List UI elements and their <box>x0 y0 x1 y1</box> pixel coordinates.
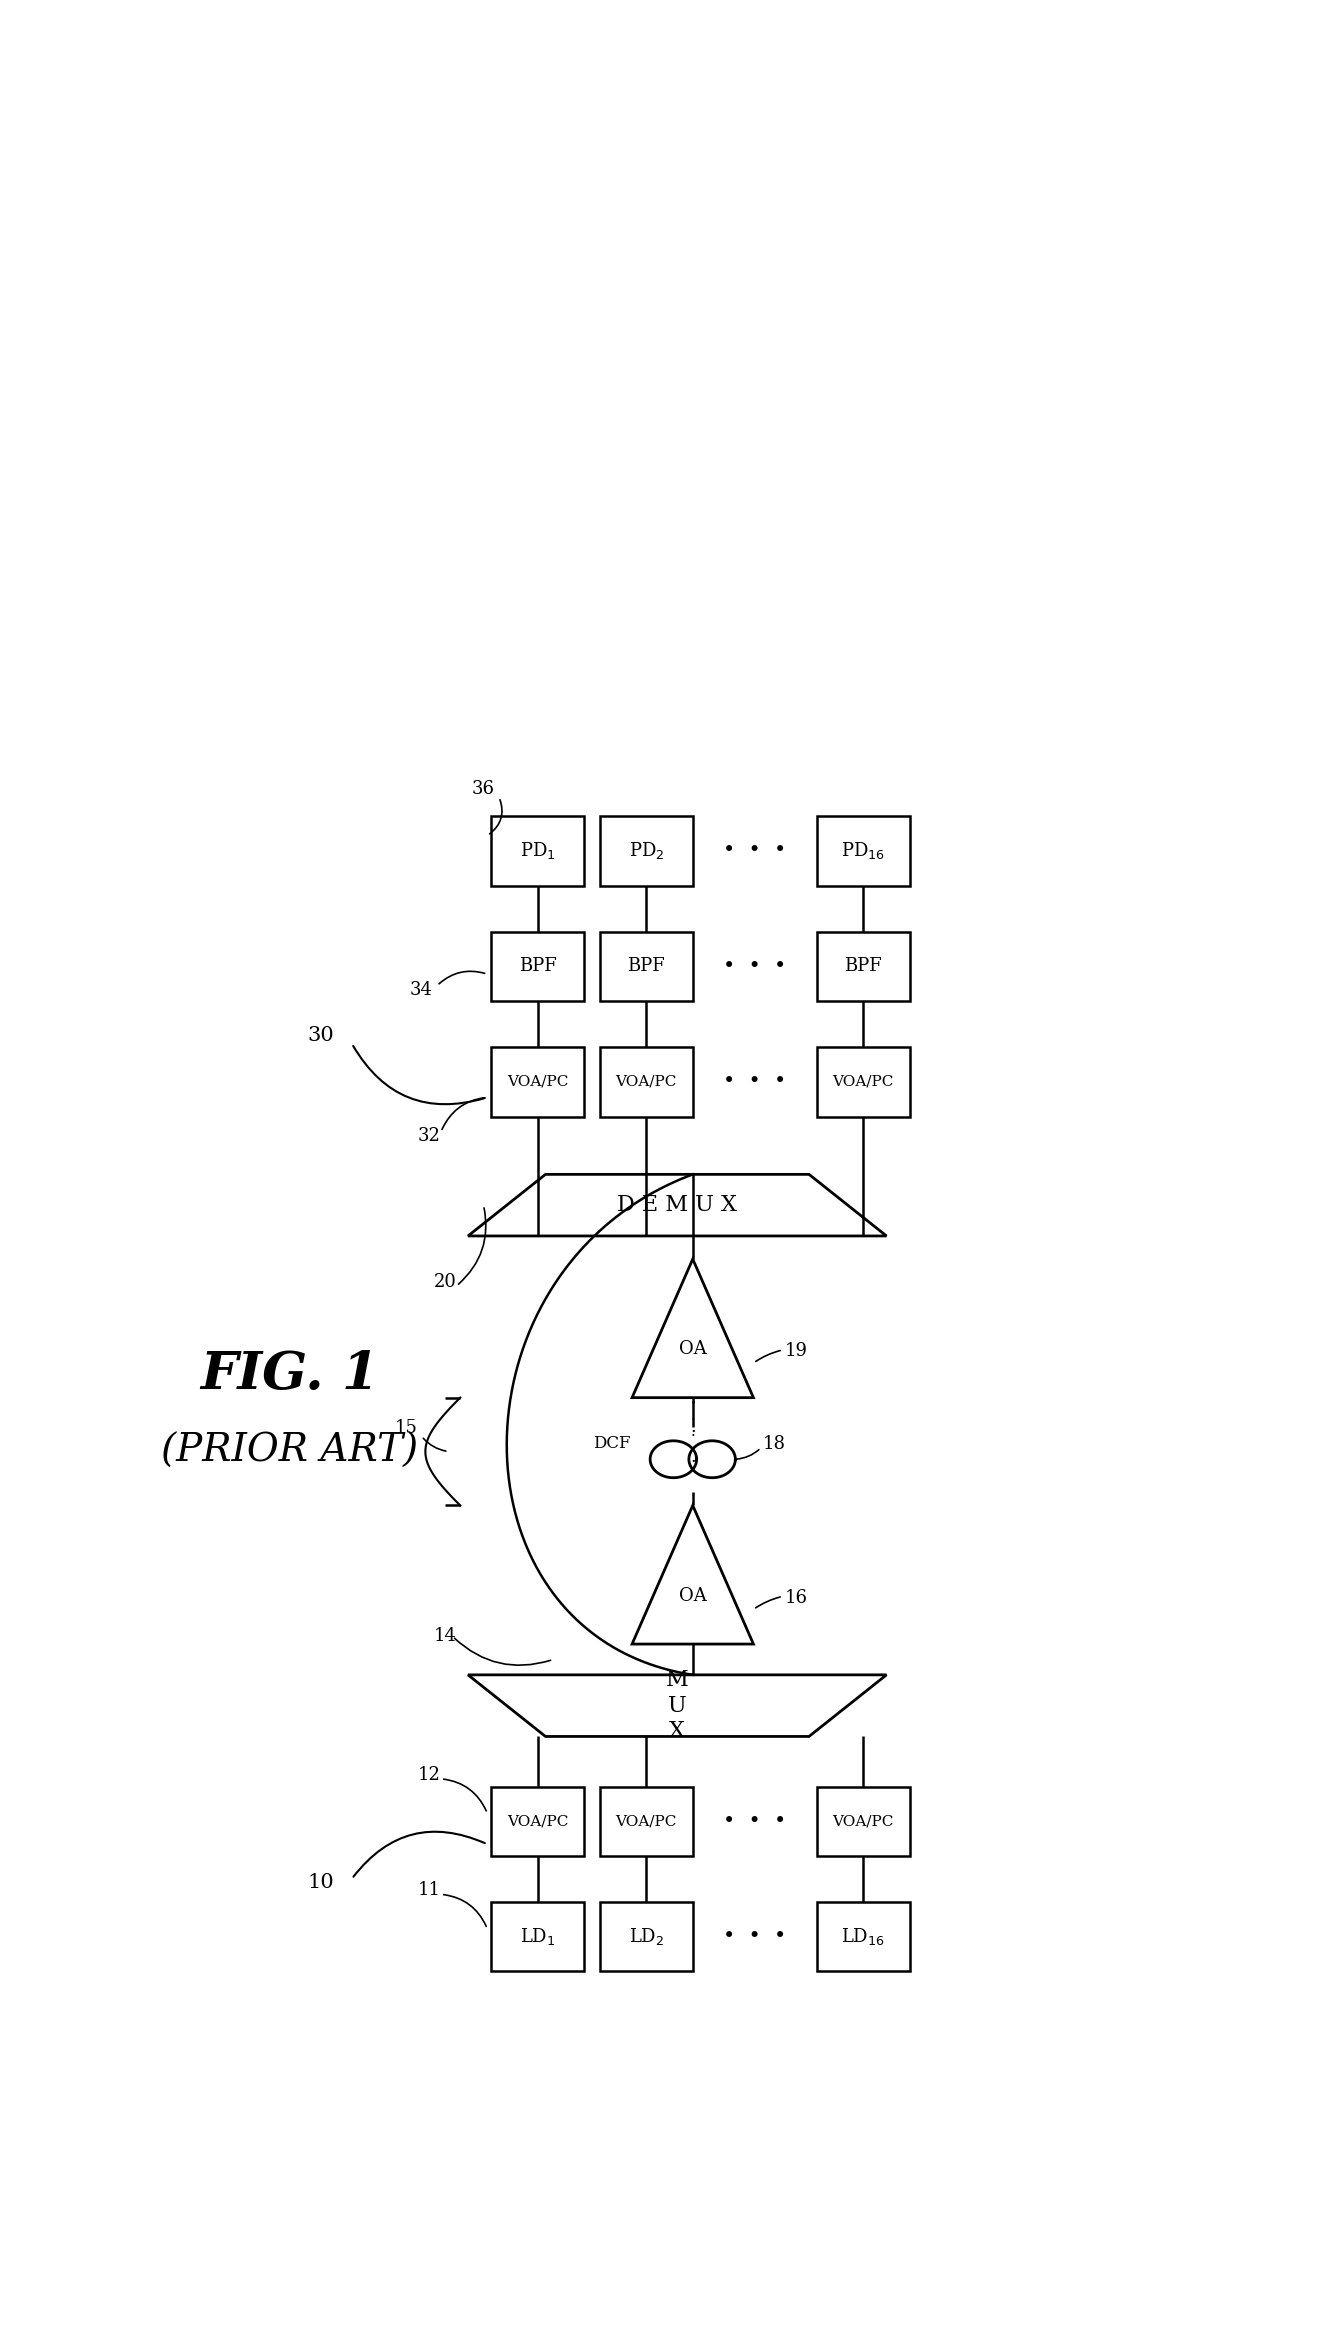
Text: •  •  •: • • • <box>723 1928 786 1947</box>
Text: M
U
X: M U X <box>666 1668 688 1743</box>
Text: OA: OA <box>679 1340 707 1359</box>
Text: BPF: BPF <box>845 958 882 975</box>
Text: •  •  •: • • • <box>723 956 786 977</box>
Text: ·
·
·: · · · <box>690 1394 696 1471</box>
Bar <box>491 1903 585 1970</box>
Bar <box>599 1047 692 1118</box>
Polygon shape <box>633 1258 753 1399</box>
Text: D E M U X: D E M U X <box>618 1195 737 1216</box>
Text: 34: 34 <box>410 982 432 998</box>
Text: PD$_2$: PD$_2$ <box>629 841 664 862</box>
Text: FIG. 1: FIG. 1 <box>200 1350 379 1401</box>
Bar <box>817 1903 910 1970</box>
Text: LD$_{16}$: LD$_{16}$ <box>842 1926 886 1947</box>
Text: ·
·
·: · · · <box>691 1396 695 1443</box>
Text: 36: 36 <box>472 780 495 799</box>
Text: VOA/PC: VOA/PC <box>615 1075 678 1089</box>
Bar <box>817 933 910 1000</box>
Text: 32: 32 <box>418 1127 440 1146</box>
Text: VOA/PC: VOA/PC <box>615 1813 678 1828</box>
Bar <box>817 815 910 886</box>
Text: (PRIOR ART): (PRIOR ART) <box>162 1434 418 1469</box>
Polygon shape <box>468 1174 887 1237</box>
Text: •  •  •: • • • <box>723 1811 786 1830</box>
Bar <box>491 1047 585 1118</box>
Bar <box>599 1785 692 1856</box>
Text: 14: 14 <box>434 1628 456 1645</box>
Bar <box>599 933 692 1000</box>
Text: 30: 30 <box>308 1026 334 1045</box>
Text: BPF: BPF <box>518 958 557 975</box>
Text: 18: 18 <box>762 1434 785 1453</box>
Text: 15: 15 <box>395 1420 418 1439</box>
Text: DCF: DCF <box>593 1436 631 1453</box>
Text: 20: 20 <box>434 1272 456 1291</box>
Text: 16: 16 <box>785 1589 808 1607</box>
Text: VOA/PC: VOA/PC <box>507 1813 569 1828</box>
Bar <box>491 933 585 1000</box>
Text: •  •  •: • • • <box>723 841 786 860</box>
Text: PD$_{16}$: PD$_{16}$ <box>841 841 886 862</box>
Polygon shape <box>633 1507 753 1645</box>
Bar <box>491 815 585 886</box>
Bar <box>491 1785 585 1856</box>
Text: PD$_1$: PD$_1$ <box>520 841 556 862</box>
Text: 10: 10 <box>308 1874 334 1893</box>
Text: BPF: BPF <box>627 958 666 975</box>
Text: 19: 19 <box>785 1343 808 1361</box>
Text: VOA/PC: VOA/PC <box>833 1813 894 1828</box>
Text: 12: 12 <box>418 1767 440 1783</box>
Text: OA: OA <box>679 1586 707 1605</box>
Text: •  •  •: • • • <box>723 1073 786 1092</box>
Bar <box>599 815 692 886</box>
Text: LD$_2$: LD$_2$ <box>629 1926 664 1947</box>
Text: LD$_1$: LD$_1$ <box>520 1926 556 1947</box>
Text: VOA/PC: VOA/PC <box>833 1075 894 1089</box>
Bar <box>599 1903 692 1970</box>
Bar <box>817 1785 910 1856</box>
Text: VOA/PC: VOA/PC <box>507 1075 569 1089</box>
Polygon shape <box>468 1675 887 1736</box>
Text: 11: 11 <box>418 1881 440 1900</box>
Bar <box>817 1047 910 1118</box>
